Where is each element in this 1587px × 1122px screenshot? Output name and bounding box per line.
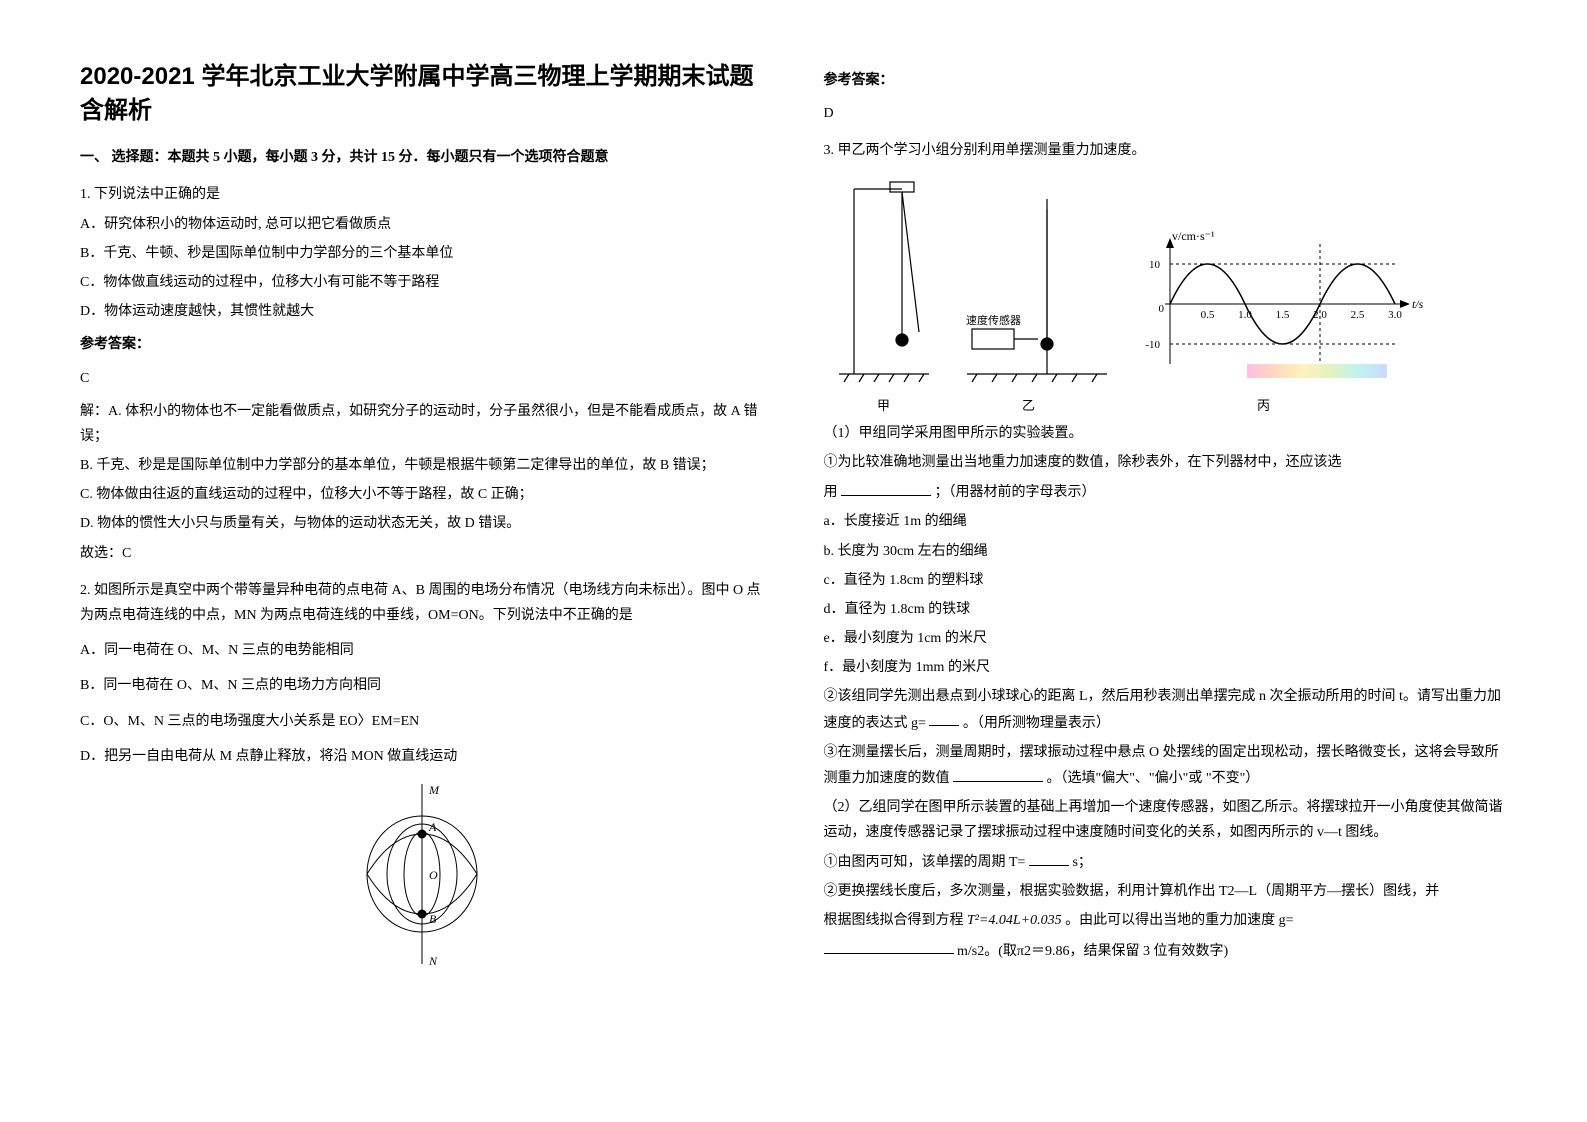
q3-p1a: ①为比较准确地测量出当地重力加速度的数值，除秒表外，在下列器材中，还应该选 [824,450,1508,475]
q3-f: f．最小刻度为 1mm 的米尺 [824,655,1508,680]
ylabel: v/cm·s⁻¹ [1172,229,1215,243]
blank-g-expr [929,710,959,727]
q1-answer-label: 参考答案： [80,332,764,357]
svg-text:A: A [428,820,437,834]
svg-text:O: O [429,868,438,882]
q3-p7-post: m/s2。(取π2＝9.86，结果保留 3 位有效数字) [957,943,1228,958]
q1-exp-c: C. 物体做由往返的直线运动的过程中，位移大小不等于路程，故 C 正确； [80,482,764,507]
blank-g-value [824,938,954,955]
q2-answer-label: 参考答案： [824,68,1508,93]
ymin-label: -10 [1145,339,1160,351]
svg-text:1.5: 1.5 [1275,309,1289,321]
cap-bing: 丙 [1114,394,1414,417]
svg-text:1.0: 1.0 [1238,309,1252,321]
page: 2020-2021 学年北京工业大学附属中学高三物理上学期期末试题含解析 一、 … [80,60,1507,981]
q1-opt-d: D．物体运动速度越快，其惯性就越大 [80,299,764,324]
q3-b: b. 长度为 30cm 左右的细绳 [824,539,1508,564]
right-column: 参考答案： D 3. 甲乙两个学习小组分别利用单摆测量重力加速度。 [824,60,1508,981]
left-column: 2020-2021 学年北京工业大学附属中学高三物理上学期期末试题含解析 一、 … [80,60,764,981]
sensor-label: 速度传感器 [966,313,1021,327]
q3-p1a2: 用 ；（用器材前的字母表示） [824,479,1508,505]
q1-answer: C [80,366,764,391]
blank-apparatus [841,479,931,496]
q3-p6b-pre: 根据图线拟合得到方程 [824,913,964,928]
section-heading: 一、 选择题：本题共 5 小题，每小题 3 分，共计 15 分．每小题只有一个选… [80,145,764,170]
q1-exp-e: 故选：C [80,541,764,566]
dipole-figure: M A O B N [347,779,497,969]
q3-p7: m/s2。(取π2＝9.86，结果保留 3 位有效数字) [824,938,1508,964]
q1-exp-a: 解：A. 体积小的物体也不一定能看做质点，如研究分子的运动时，分子虽然很小，但是… [80,399,764,449]
q3-c: c．直径为 1.8cm 的塑料球 [824,568,1508,593]
vt-chart: 0.5 1.0 1.5 2.0 2.5 3.0 10 -10 0 v/cm·s⁻… [1130,224,1430,384]
question-1: 1. 下列说法中正确的是 A．研究体积小的物体运动时, 总可以把它看做质点 B．… [80,182,764,565]
svg-text:M: M [428,783,440,797]
q3-p2: ②该组同学先测出悬点到小球球心的距离 L，然后用秒表测出单摆完成 n 次全振动所… [824,684,1508,735]
q1-stem: 1. 下列说法中正确的是 [80,182,764,207]
pendulum-yi-figure: 速度传感器 [952,174,1122,384]
q3-p6b: 根据图线拟合得到方程 T²=4.04L+0.035 。由此可以得出当地的重力加速… [824,908,1508,933]
q3-equation: T²=4.04L+0.035 [967,913,1062,928]
svg-text:N: N [428,954,438,968]
xlabel: t/s [1412,297,1424,311]
q2-opt-d: D．把另一自由电荷从 M 点静止释放，将沿 MON 做直线运动 [80,744,764,769]
blank-bias [953,765,1043,782]
q3-p2-post: 。（用所测物理量表示） [963,715,1110,730]
q1-exp-d: D. 物体的惯性大小只与质量有关，与物体的运动状态无关，故 D 错误。 [80,511,764,536]
svg-text:B: B [429,912,437,926]
pendulum-jia-figure [824,174,944,384]
q2-opt-c: C．O、M、N 三点的电场强度大小关系是 EO〉EM=EN [80,709,764,734]
svg-text:0: 0 [1158,303,1164,315]
doc-title: 2020-2021 学年北京工业大学附属中学高三物理上学期期末试题含解析 [80,60,764,127]
blank-period [1029,849,1069,866]
q3-p5-pre: ①由图丙可知，该单摆的周期 T= [824,855,1026,870]
q3-p6a: ②更换摆线长度后，多次测量，根据实验数据，利用计算机作出 T2—L（周期平方—摆… [824,879,1508,904]
cap-jia: 甲 [824,394,944,417]
q3-a: a．长度接近 1m 的细绳 [824,509,1508,534]
svg-text:2.5: 2.5 [1350,309,1364,321]
q3-p2-pre: ②该组同学先测出悬点到小球球心的距离 L，然后用秒表测出单摆完成 n 次全振动所… [824,689,1501,730]
q1-exp-b: B. 千克、秒是是国际单位制中力学部分的基本单位，牛顿是根据牛顿第二定律导出的单… [80,453,764,478]
figure-captions: 甲 乙 丙 [824,394,1508,417]
q1-opt-a: A．研究体积小的物体运动时, 总可以把它看做质点 [80,212,764,237]
q2-opt-b: B．同一电荷在 O、M、N 三点的电场力方向相同 [80,673,764,698]
q3-p5: ①由图丙可知，该单摆的周期 T= s； [824,849,1508,875]
q3-p1: （1）甲组同学采用图甲所示的实验装置。 [824,421,1508,446]
q3-figure-row: 速度传感器 [824,174,1508,384]
svg-text:2.0: 2.0 [1313,309,1327,321]
q2-stem: 2. 如图所示是真空中两个带等量异种电荷的点电荷 A、B 周围的电场分布情况（电… [80,578,764,628]
ymax-label: 10 [1149,259,1161,271]
q3-p1a2-pre: 用 [824,485,838,500]
svg-text:3.0: 3.0 [1388,309,1402,321]
q1-opt-b: B．千克、牛顿、秒是国际单位制中力学部分的三个基本单位 [80,241,764,266]
q3-p6b-post: 。由此可以得出当地的重力加速度 g= [1065,913,1293,928]
q3-p3: ③在测量摆长后，测量周期时，摆球振动过程中悬点 O 处摆线的固定出现松动，摆长略… [824,740,1508,791]
question-3: 3. 甲乙两个学习小组分别利用单摆测量重力加速度。 [824,138,1508,963]
q1-opt-c: C．物体做直线运动的过程中，位移大小有可能不等于路程 [80,270,764,295]
svg-text:0.5: 0.5 [1200,309,1214,321]
question-2: 2. 如图所示是真空中两个带等量异种电荷的点电荷 A、B 周围的电场分布情况（电… [80,578,764,969]
q2-answer: D [824,101,1508,126]
q3-p5-post: s； [1072,855,1091,870]
q3-stem: 3. 甲乙两个学习小组分别利用单摆测量重力加速度。 [824,138,1508,163]
q3-p4: （2）乙组同学在图甲所示装置的基础上再增加一个速度传感器，如图乙所示。将摆球拉开… [824,795,1508,845]
q2-opt-a: A．同一电荷在 O、M、N 三点的电势能相同 [80,638,764,663]
q3-d: d．直径为 1.8cm 的铁球 [824,597,1508,622]
cap-yi: 乙 [944,394,1114,417]
q3-p1a2-post: ；（用器材前的字母表示） [935,485,1096,500]
q3-p3-post: 。（选填"偏大"、"偏小"或 "不变"） [1047,771,1260,786]
q3-e: e．最小刻度为 1cm 的米尺 [824,626,1508,651]
